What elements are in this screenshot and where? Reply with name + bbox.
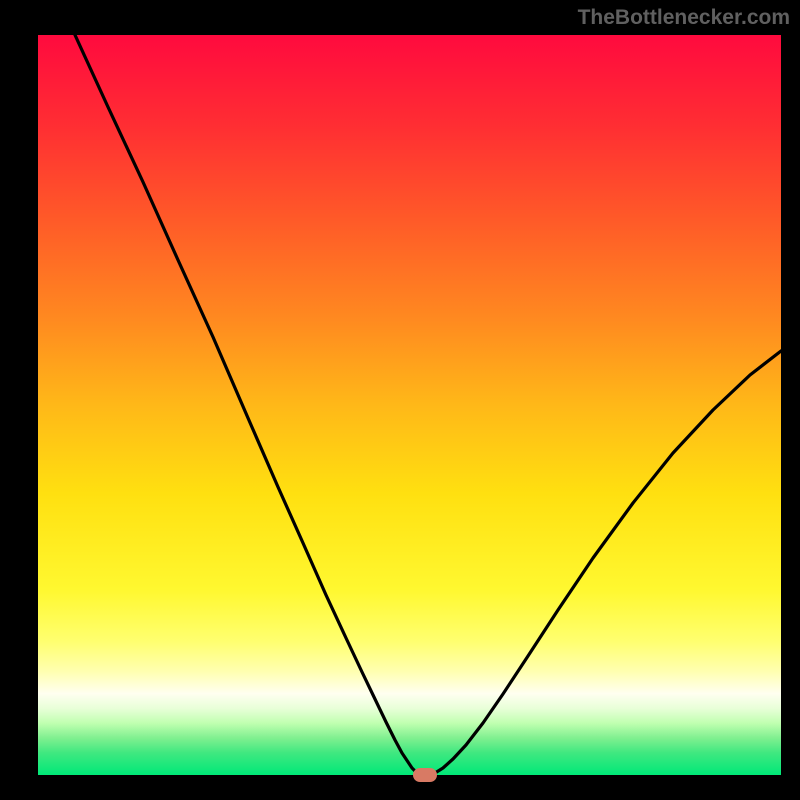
- plot-area: [38, 35, 781, 775]
- watermark: TheBottlenecker.com: [578, 6, 790, 30]
- bottleneck-curve: [38, 35, 781, 775]
- chart-container: TheBottlenecker.com: [0, 0, 800, 800]
- optimal-marker: [413, 768, 437, 782]
